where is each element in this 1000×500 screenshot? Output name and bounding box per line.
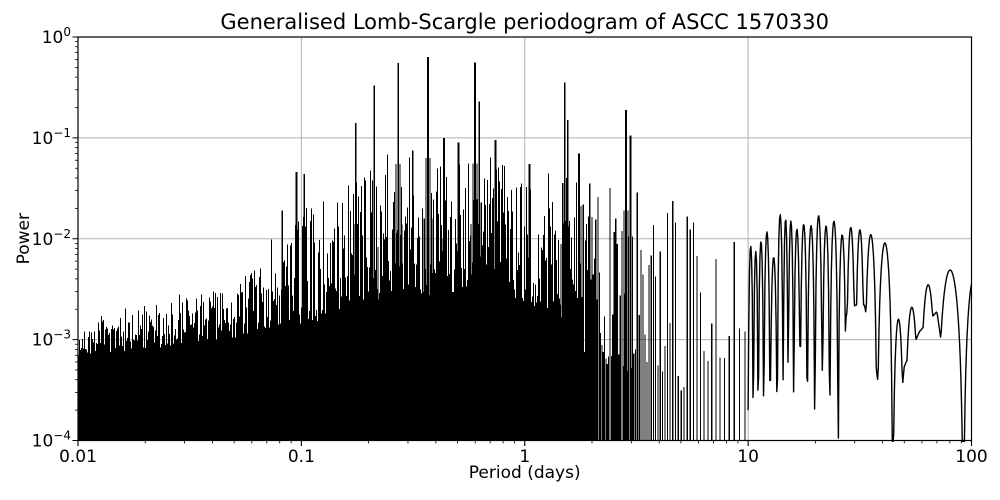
y-axis-label: Power [14, 213, 34, 264]
tick-labels: 0.01 0.1 1 10 100 100 10−1 10−2 10−3 10−4 [32, 25, 988, 467]
y-tick-label: 10−3 [32, 328, 71, 351]
major-ticks [72, 36, 973, 446]
major-peaks [281, 57, 632, 441]
y-tick-label: 10−1 [32, 126, 71, 149]
y-tick-label: 10−4 [32, 429, 71, 452]
window-lobes-curve [747, 213, 972, 442]
x-tick-label: 100 [955, 447, 987, 467]
x-tick-label: 10 [737, 447, 759, 467]
peak-flanks [353, 158, 633, 441]
axes-layer [72, 36, 973, 446]
chart-title: Generalised Lomb-Scargle periodogram of … [220, 10, 829, 34]
minor-ticks [75, 41, 962, 444]
resolved-spikes [578, 183, 746, 441]
x-tick-label: 0.1 [288, 447, 315, 467]
dense-spike-forest [78, 154, 580, 441]
x-tick-label: 1 [519, 447, 530, 467]
x-tick-label: 0.01 [59, 447, 97, 467]
periodogram-series [78, 57, 972, 442]
y-tick-label: 100 [42, 25, 71, 48]
y-tick-label: 10−2 [32, 227, 71, 250]
x-axis-label: Period (days) [469, 463, 581, 483]
